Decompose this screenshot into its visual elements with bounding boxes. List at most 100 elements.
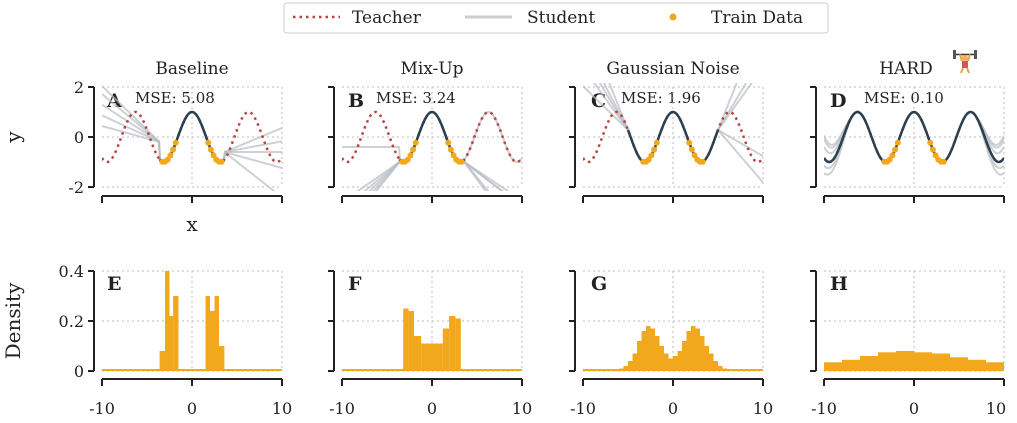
- histogram-bar: [713, 361, 718, 371]
- teacher-line: [102, 110, 282, 164]
- panel-lines: [824, 110, 1004, 176]
- panel-title-baseline: Baseline: [155, 59, 228, 79]
- histogram-bar: [173, 296, 179, 371]
- train-data-point: [889, 152, 896, 159]
- train-data-point: [205, 139, 212, 146]
- histogram-bar: [442, 328, 450, 371]
- density-tick-label-bottom: 0: [74, 362, 84, 381]
- density-tick-label-mid: 0.2: [59, 312, 84, 331]
- legend-train-data-swatch: [669, 13, 677, 21]
- histogram-bar: [632, 353, 637, 371]
- train-data-point: [653, 139, 660, 146]
- histogram-bar: [709, 353, 714, 371]
- histogram-bar: [169, 316, 174, 371]
- histogram-bar: [449, 316, 456, 371]
- train-data-point: [170, 146, 177, 153]
- panel-axes: [328, 86, 523, 203]
- histogram-bar: [623, 366, 628, 371]
- train-data-point: [927, 139, 934, 146]
- histogram-baseline: [102, 369, 282, 371]
- train-data-point: [651, 146, 658, 153]
- panel-axes: [569, 86, 764, 203]
- weightlifter-icon: [953, 50, 977, 74]
- histogram-bar: [210, 311, 215, 371]
- histogram-bar: [659, 346, 664, 371]
- panel-letter-e: E: [107, 273, 121, 295]
- histogram-bar: [950, 357, 968, 372]
- x-tick-h-min: -10: [811, 399, 837, 418]
- histogram-bar: [650, 328, 655, 371]
- density-tick-label-top: 0.4: [59, 262, 84, 281]
- histogram-bar: [682, 341, 687, 371]
- histogram-bar: [673, 356, 678, 371]
- panel-lines: [342, 110, 522, 191]
- train-data-point: [458, 158, 465, 165]
- student-fit-line: [824, 110, 1004, 164]
- histogram-bar: [986, 362, 1004, 372]
- x-tick-g-min: -10: [570, 399, 596, 418]
- legend-teacher-label: Teacher: [352, 8, 422, 28]
- histogram-bar: [695, 328, 700, 371]
- x-tick-g-max: 10: [753, 399, 773, 418]
- histogram-bar: [718, 366, 723, 371]
- histogram-bar: [704, 346, 709, 371]
- histogram-bar: [878, 352, 896, 372]
- panel-lines: [102, 85, 282, 191]
- legend-frame: [283, 2, 829, 34]
- x-tick-e-zero: 0: [187, 399, 197, 418]
- x-tick-f-min: -10: [329, 399, 355, 418]
- mse-annotation-c: MSE: 1.96: [621, 89, 701, 107]
- histogram-bar: [677, 351, 682, 371]
- panel-axes: [88, 86, 283, 203]
- histogram: [583, 326, 763, 371]
- histogram-bar: [421, 343, 443, 371]
- panel-letter-h: H: [830, 273, 848, 295]
- train-data-point: [894, 139, 901, 146]
- train-data-point: [699, 158, 706, 165]
- histogram-bar: [968, 359, 986, 372]
- histogram-bar: [619, 368, 624, 371]
- y-tick-label-bottom: -2: [68, 178, 84, 197]
- histogram-bar: [722, 368, 727, 371]
- histogram-bar: [646, 326, 651, 371]
- train-data-point: [445, 139, 452, 146]
- histogram-bar: [455, 318, 461, 371]
- histogram-bar: [700, 336, 705, 371]
- histogram-bar: [641, 331, 646, 371]
- train-data-point: [688, 146, 695, 153]
- histogram-bar: [403, 308, 409, 371]
- histogram: [342, 308, 522, 371]
- x-axis-label: x: [186, 212, 198, 236]
- x-tick-f-zero: 0: [427, 399, 437, 418]
- plot-area: [88, 83, 1005, 386]
- train-data-point: [929, 146, 936, 153]
- histogram-bar: [414, 336, 422, 371]
- histogram-bar: [214, 296, 219, 371]
- train-data-point: [172, 139, 179, 146]
- train-data-point: [218, 158, 225, 165]
- panel-letter-d: D: [830, 90, 846, 112]
- train-data-point: [410, 146, 417, 153]
- y-tick-label-mid: 0: [74, 128, 84, 147]
- x-tick-g-zero: 0: [668, 399, 678, 418]
- histogram-bar: [691, 326, 696, 371]
- panel-axes: [88, 270, 283, 386]
- mse-annotation-b: MSE: 3.24: [376, 89, 456, 107]
- x-tick-e-min: -10: [89, 399, 115, 418]
- train-data-point: [167, 152, 174, 159]
- train-data-point: [412, 139, 419, 146]
- histogram-bar: [205, 296, 210, 371]
- histogram-bar: [664, 353, 669, 371]
- histogram-bar: [408, 311, 414, 371]
- histogram-bar: [860, 356, 878, 371]
- histogram-bar: [686, 331, 691, 371]
- histogram-bar: [655, 336, 660, 371]
- y-tick-label-top: 2: [74, 78, 84, 97]
- x-tick-h-zero: 0: [909, 399, 919, 418]
- histogram-bar: [932, 353, 950, 371]
- legend-train-data-label: Train Data: [711, 8, 803, 28]
- histogram-bar: [628, 361, 633, 371]
- histogram-bar: [842, 359, 860, 372]
- histogram-bar: [219, 346, 225, 371]
